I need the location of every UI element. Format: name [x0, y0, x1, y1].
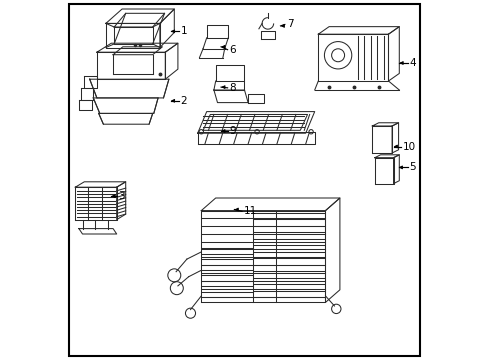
Text: 10: 10: [402, 141, 415, 152]
Text: 6: 6: [229, 45, 236, 55]
Text: 3: 3: [118, 191, 125, 201]
Text: 4: 4: [408, 58, 415, 68]
Text: 9: 9: [229, 126, 236, 136]
Text: 7: 7: [286, 19, 293, 30]
Text: 8: 8: [229, 83, 236, 93]
Text: 11: 11: [244, 206, 257, 216]
Text: 2: 2: [180, 96, 187, 106]
Text: 5: 5: [408, 162, 415, 172]
Text: 1: 1: [180, 26, 187, 36]
